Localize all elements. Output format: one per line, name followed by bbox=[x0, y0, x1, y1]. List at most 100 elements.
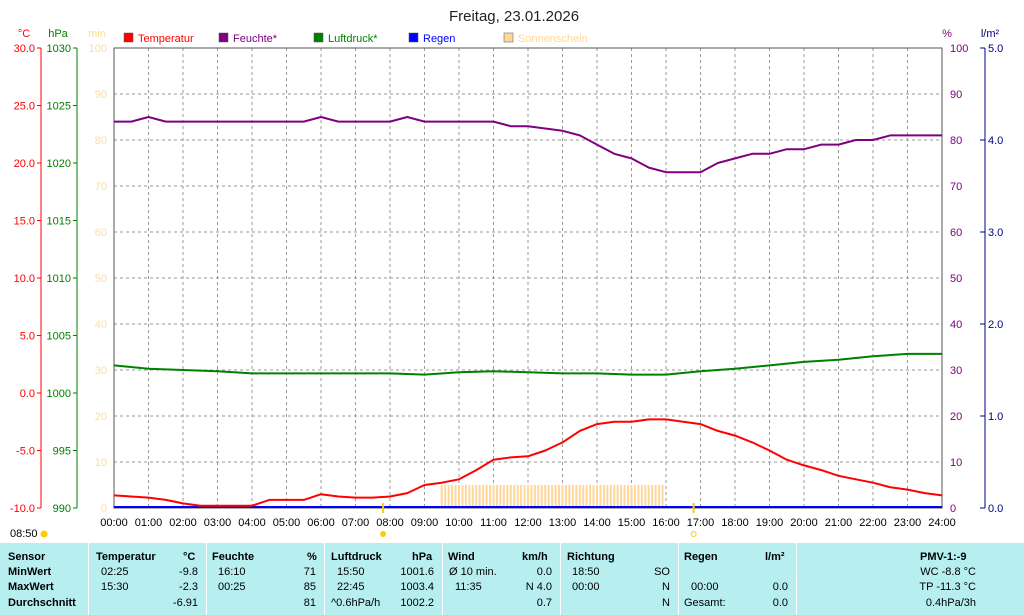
humidity-tick-label: 80 bbox=[950, 135, 962, 147]
sunset-marker-dot bbox=[690, 531, 697, 537]
stats-header-sensor: Sensor bbox=[8, 551, 46, 563]
stats-wind-value: N 4.0 bbox=[525, 581, 552, 593]
rain-unit-label: l/m² bbox=[981, 28, 1000, 40]
sun-markers bbox=[380, 503, 697, 537]
humidity-tick-label: 40 bbox=[950, 319, 962, 331]
humidity-tick-label: 0 bbox=[950, 503, 956, 515]
stats-direction-time: 18:50 bbox=[572, 566, 600, 578]
x-tick-label: 07:00 bbox=[342, 517, 370, 529]
stats-wind-value: 0.7 bbox=[536, 597, 552, 609]
humidity-tick-label: 90 bbox=[950, 89, 962, 101]
x-tick-label: 05:00 bbox=[273, 517, 301, 529]
x-tick-label: 14:00 bbox=[583, 517, 611, 529]
stats-temp-time: 02:25 bbox=[101, 566, 129, 578]
stats-header-temp-unit: °C bbox=[183, 551, 196, 563]
x-tick-label: 11:00 bbox=[480, 517, 507, 529]
stats-pressure-time: 15:50 bbox=[337, 566, 365, 578]
pressure-tick-label: 990 bbox=[53, 503, 71, 515]
stats-wind-label: 11:35 bbox=[455, 581, 482, 593]
series-lines bbox=[113, 116, 943, 508]
statistics-panel: Sensor Temperatur °C Feuchte % Luftdruck… bbox=[0, 543, 1024, 615]
stats-direction-value: SO bbox=[654, 566, 670, 578]
sunshine-tick-label: 20 bbox=[95, 411, 107, 423]
stats-header-humidity: Feuchte bbox=[212, 551, 255, 563]
temperature-tick-label: 0.0 bbox=[20, 388, 35, 400]
rain-tick-label: 1.0 bbox=[988, 411, 1003, 423]
legend-swatch bbox=[313, 32, 324, 43]
sunshine-tick-label: 80 bbox=[95, 135, 107, 147]
legend-label: Feuchte* bbox=[233, 33, 278, 45]
stats-direction-value: N bbox=[662, 597, 670, 609]
pressure-tick-label: 1015 bbox=[47, 216, 71, 228]
temperature-tick-label: 15.0 bbox=[14, 216, 35, 228]
humidity-tick-label: 60 bbox=[950, 227, 962, 239]
humidity-tick-label: 20 bbox=[950, 411, 962, 423]
x-tick-label: 06:00 bbox=[307, 517, 335, 529]
chart-title: Freitag, 23.01.2026 bbox=[449, 8, 579, 25]
humidity-unit-label: % bbox=[942, 28, 952, 40]
stats-pmv-value: WC -8.8 °C bbox=[920, 566, 976, 578]
pressure-tick-label: 1030 bbox=[47, 43, 71, 55]
temperature-tick-label: 10.0 bbox=[14, 273, 35, 285]
pressure-tick-label: 1010 bbox=[47, 273, 71, 285]
temperature-tick-label: -10.0 bbox=[10, 503, 35, 515]
stats-header-temp: Temperatur bbox=[96, 551, 156, 563]
weather-chart: Freitag, 23.01.2026 °C hPa min % l/m² Te… bbox=[10, 8, 1003, 540]
stats-pmv-value: 0.4hPa/3h bbox=[925, 597, 976, 609]
stats-header-rain-unit: l/m² bbox=[765, 551, 785, 563]
x-tick-label: 01:00 bbox=[135, 517, 163, 529]
stats-rain-time: Gesamt: bbox=[684, 597, 726, 609]
x-tick-label: 17:00 bbox=[687, 517, 715, 529]
stats-header-pmv: PMV-1:-9 bbox=[920, 551, 967, 563]
series-line-humidity bbox=[114, 116, 942, 174]
stats-pmv-value: TP -11.3 °C bbox=[919, 581, 976, 593]
stats-direction-time: 00:00 bbox=[572, 581, 600, 593]
sunshine-bars bbox=[440, 485, 664, 508]
sunshine-tick-label: 90 bbox=[95, 89, 107, 101]
stats-temp-value: -2.3 bbox=[179, 581, 198, 593]
sunrise-time-label: 08:50 bbox=[10, 528, 38, 540]
rain-tick-label: 3.0 bbox=[988, 227, 1003, 239]
sunshine-unit-label: min bbox=[88, 28, 106, 40]
sunshine-tick-label: 10 bbox=[95, 457, 107, 469]
legend-label: Sonnenschein bbox=[518, 33, 588, 45]
stats-header-pressure: Luftdruck bbox=[331, 551, 382, 563]
x-tick-label: 20:00 bbox=[790, 517, 818, 529]
sunshine-tick-label: 60 bbox=[95, 227, 107, 239]
stats-humidity-value: 71 bbox=[303, 566, 316, 578]
pressure-unit-label: hPa bbox=[48, 28, 68, 40]
x-tick-label: 16:00 bbox=[652, 517, 680, 529]
rain-tick-label: 4.0 bbox=[988, 135, 1003, 147]
series-line-temperature bbox=[113, 418, 943, 507]
stats-humidity-value: 81 bbox=[303, 597, 316, 609]
temperature-tick-label: 5.0 bbox=[20, 331, 35, 343]
rain-tick-label: 5.0 bbox=[988, 43, 1003, 55]
stats-wind-value: 0.0 bbox=[536, 566, 552, 578]
x-tick-label: 19:00 bbox=[756, 517, 784, 529]
stats-wind-label: Ø 10 min. bbox=[449, 566, 497, 578]
sunshine-tick-label: 0 bbox=[101, 503, 107, 515]
temperature-tick-label: 20.0 bbox=[14, 158, 35, 170]
stats-direction-value: N bbox=[662, 581, 670, 593]
stats-header-pressure-unit: hPa bbox=[412, 551, 433, 563]
stats-pressure-time: ^0.6hPa/h bbox=[331, 597, 381, 609]
rain-tick-label: 2.0 bbox=[988, 319, 1003, 331]
stats-header-wind-unit: km/h bbox=[522, 551, 548, 563]
chart-grid bbox=[113, 47, 943, 509]
stats-temp-time: 15:30 bbox=[101, 581, 129, 593]
stats-pressure-value: 1002.2 bbox=[400, 597, 434, 609]
series-line-pressure bbox=[113, 352, 942, 376]
temperature-tick-label: 30.0 bbox=[14, 43, 35, 55]
x-tick-label: 10:00 bbox=[445, 517, 473, 529]
legend-label: Temperatur bbox=[138, 33, 194, 45]
x-tick-label: 23:00 bbox=[894, 517, 922, 529]
sunshine-tick-label: 50 bbox=[95, 273, 107, 285]
legend-swatch bbox=[408, 32, 419, 43]
x-tick-label: 12:00 bbox=[514, 517, 542, 529]
pressure-tick-label: 1025 bbox=[47, 101, 71, 113]
x-tick-label: 02:00 bbox=[169, 517, 197, 529]
x-tick-label: 03:00 bbox=[204, 517, 232, 529]
humidity-tick-label: 30 bbox=[950, 365, 962, 377]
sunshine-tick-label: 30 bbox=[95, 365, 107, 377]
